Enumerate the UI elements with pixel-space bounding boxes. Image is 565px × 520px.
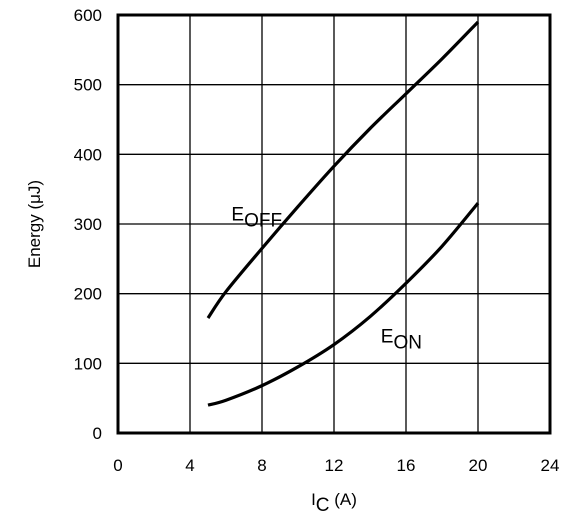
series-label-main: E [231, 205, 244, 226]
series-label-subscript: ON [393, 332, 422, 353]
x-tick-label-16: 16 [397, 456, 416, 475]
x-tick-label-4: 4 [185, 456, 194, 475]
series-label-e-off: EOFF [231, 205, 282, 232]
y-axis-label: Energy (μJ) [25, 180, 44, 268]
series-label-e-on: EON [381, 326, 422, 353]
series-label-main: E [381, 326, 394, 347]
x-tick-label-24: 24 [541, 456, 560, 475]
x-axis-label-main: I [311, 490, 316, 509]
x-tick-label-12: 12 [325, 456, 344, 475]
x-axis-label: IC (A) [311, 490, 357, 516]
x-axis-label-unit: (A) [330, 490, 357, 509]
y-tick-label-100: 100 [74, 354, 102, 373]
series-line-e-on [207, 202, 480, 407]
y-tick-label-200: 200 [74, 285, 102, 304]
x-tick-label-8: 8 [257, 456, 266, 475]
plot-frame [116, 13, 552, 435]
y-tick-label-500: 500 [74, 76, 102, 95]
series-line-e-off [206, 20, 480, 319]
x-axis-label-sub: C [316, 495, 330, 516]
y-tick-label-0: 0 [93, 424, 102, 443]
series-curves [206, 20, 480, 407]
grid-lines [118, 15, 550, 433]
x-tick-label-20: 20 [469, 456, 488, 475]
x-tick-labels: 0 4 8 12 16 20 24 [113, 456, 559, 475]
series-label-subscript: OFF [244, 211, 282, 232]
y-tick-label-400: 400 [74, 145, 102, 164]
y-tick-labels: 0 100 200 300 400 500 600 [74, 6, 102, 443]
x-tick-label-0: 0 [113, 456, 122, 475]
y-tick-label-600: 600 [74, 6, 102, 25]
y-tick-label-300: 300 [74, 215, 102, 234]
